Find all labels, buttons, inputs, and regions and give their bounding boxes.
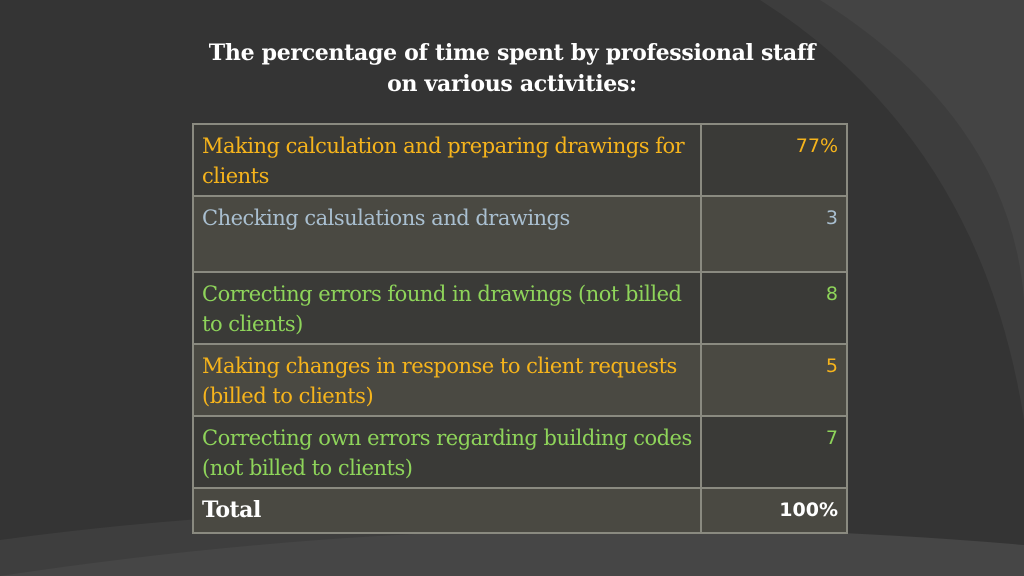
table-row: Making changes in response to client req… xyxy=(192,343,848,417)
table-row: Making calculation and preparing drawing… xyxy=(192,123,848,197)
title-line-1: The percentage of time spent by professi… xyxy=(208,40,816,66)
table-row: Checking calsulations and drawings 3 xyxy=(192,195,848,273)
activity-percentage: 7 xyxy=(700,415,848,489)
total-row: Total 100% xyxy=(192,487,848,534)
activity-label: Making changes in response to client req… xyxy=(192,343,702,417)
total-label: Total xyxy=(192,487,702,534)
activity-percentage: 77% xyxy=(700,123,848,197)
activity-percentage: 3 xyxy=(700,195,848,273)
activity-label: Correcting own errors regarding building… xyxy=(192,415,702,489)
activity-time-table: Making calculation and preparing drawing… xyxy=(192,123,848,534)
activity-label: Checking calsulations and drawings xyxy=(192,195,702,273)
slide-title: The percentage of time spent by professi… xyxy=(0,38,1024,100)
total-percentage: 100% xyxy=(700,487,848,534)
activity-percentage: 5 xyxy=(700,343,848,417)
table-row: Correcting errors found in drawings (not… xyxy=(192,271,848,345)
activity-label: Making calculation and preparing drawing… xyxy=(192,123,702,197)
activity-percentage: 8 xyxy=(700,271,848,345)
table-row: Correcting own errors regarding building… xyxy=(192,415,848,489)
title-line-2: on various activities: xyxy=(387,71,637,97)
activity-label: Correcting errors found in drawings (not… xyxy=(192,271,702,345)
